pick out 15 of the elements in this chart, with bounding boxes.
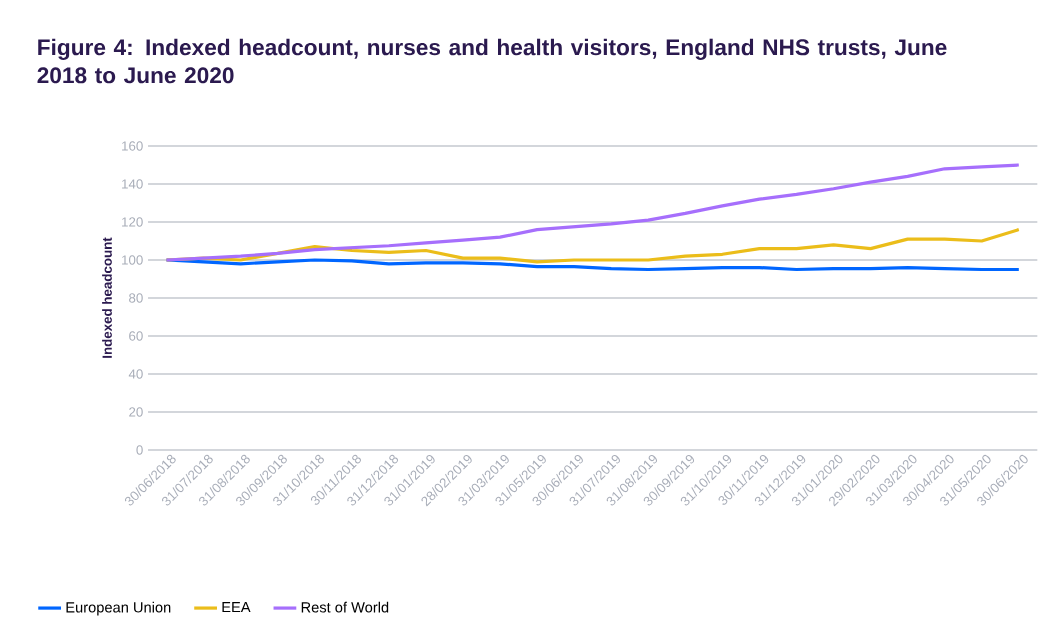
- y-tick-label: 60: [129, 331, 143, 341]
- y-tick-label: 120: [122, 217, 143, 227]
- y-tick-label: 0: [136, 445, 143, 455]
- legend-label: European Union: [66, 601, 171, 616]
- y-axis-title: Indexed headcount: [102, 237, 112, 358]
- y-tick-label: 140: [122, 179, 143, 189]
- y-tick-label: 100: [122, 255, 143, 265]
- legend-label: EEA: [222, 602, 251, 613]
- y-tick-label: 160: [122, 141, 143, 151]
- y-tick-label: 40: [128, 369, 143, 379]
- chart-title: Figure 4: Indexed headcount, nurses and health visitors, England NHS trusts, June 2018 to June 2020: [37, 38, 947, 84]
- line-series: [164, 258, 1021, 272]
- legend-label: Rest of World: [301, 601, 389, 613]
- y-tick-label: 20: [129, 407, 143, 417]
- y-tick-label: 80: [129, 293, 143, 303]
